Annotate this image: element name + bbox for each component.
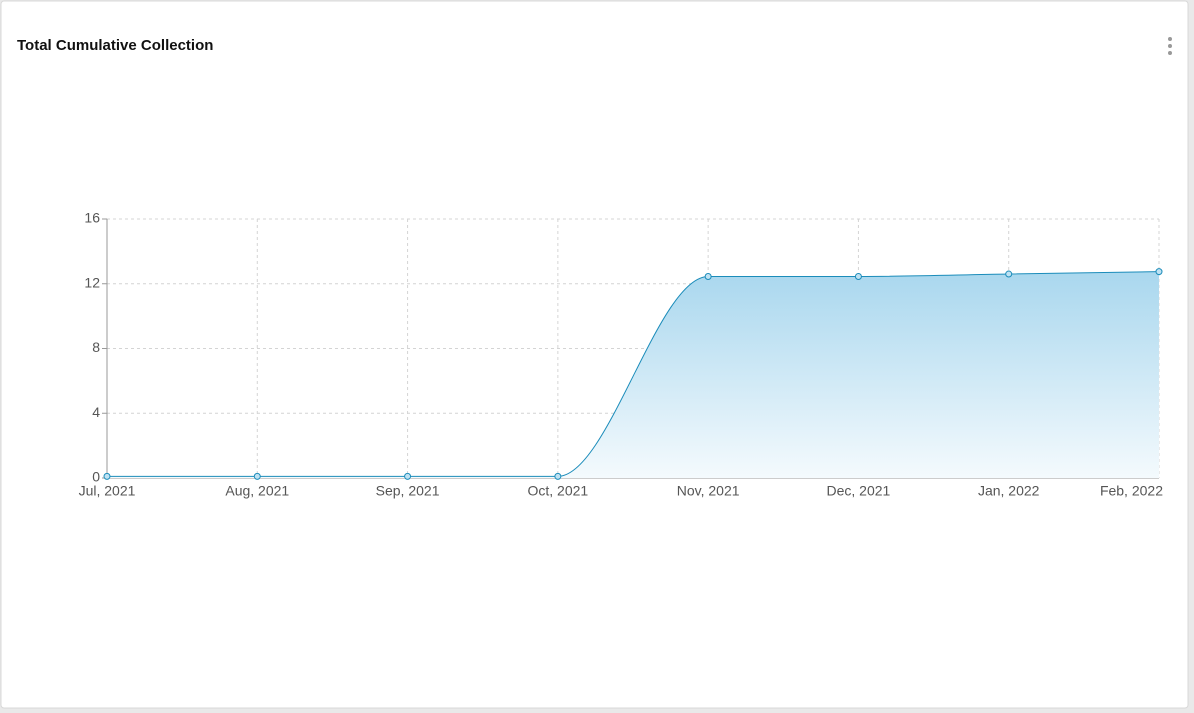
area <box>107 271 1159 478</box>
x-tick-label: Feb, 2022 <box>1100 483 1163 499</box>
x-tick-label: Nov, 2021 <box>677 483 740 499</box>
point <box>253 472 261 480</box>
point <box>404 472 412 480</box>
point <box>1155 268 1163 276</box>
line <box>107 271 1160 477</box>
x-tick-label: Sep, 2021 <box>376 483 440 499</box>
menu-button[interactable] <box>1168 37 1172 55</box>
y-tick-label: 12 <box>84 274 100 290</box>
x-tick-label: Aug, 2021 <box>225 483 289 499</box>
x-tick-label: Oct, 2021 <box>528 483 589 499</box>
y-tick-label: 8 <box>92 339 100 355</box>
y-tick-label: 0 <box>92 469 100 485</box>
chart-title: Total Cumulative Collection <box>17 37 213 54</box>
y-tick-label: 16 <box>84 210 100 226</box>
point <box>554 472 562 480</box>
x-tick-label: Jul, 2021 <box>79 483 136 499</box>
point <box>854 272 862 280</box>
point <box>704 272 712 280</box>
point <box>1005 270 1013 278</box>
x-tick-label: Jan, 2022 <box>978 483 1040 499</box>
x-tick-label: Dec, 2021 <box>827 483 891 499</box>
point <box>103 472 111 480</box>
y-tick-label: 4 <box>92 404 100 420</box>
